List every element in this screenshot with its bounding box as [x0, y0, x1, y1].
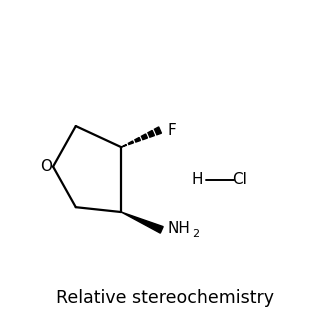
Polygon shape — [142, 134, 148, 140]
Polygon shape — [135, 138, 141, 142]
Text: F: F — [168, 123, 176, 138]
Polygon shape — [121, 212, 163, 233]
Polygon shape — [128, 141, 133, 145]
Text: Relative stereochemistry: Relative stereochemistry — [56, 289, 274, 307]
Polygon shape — [154, 127, 161, 135]
Text: O: O — [40, 159, 52, 174]
Polygon shape — [122, 145, 126, 147]
Text: 2: 2 — [192, 229, 199, 239]
Text: NH: NH — [168, 221, 190, 236]
Polygon shape — [148, 130, 154, 137]
Text: Cl: Cl — [232, 172, 247, 187]
Text: H: H — [192, 172, 203, 187]
